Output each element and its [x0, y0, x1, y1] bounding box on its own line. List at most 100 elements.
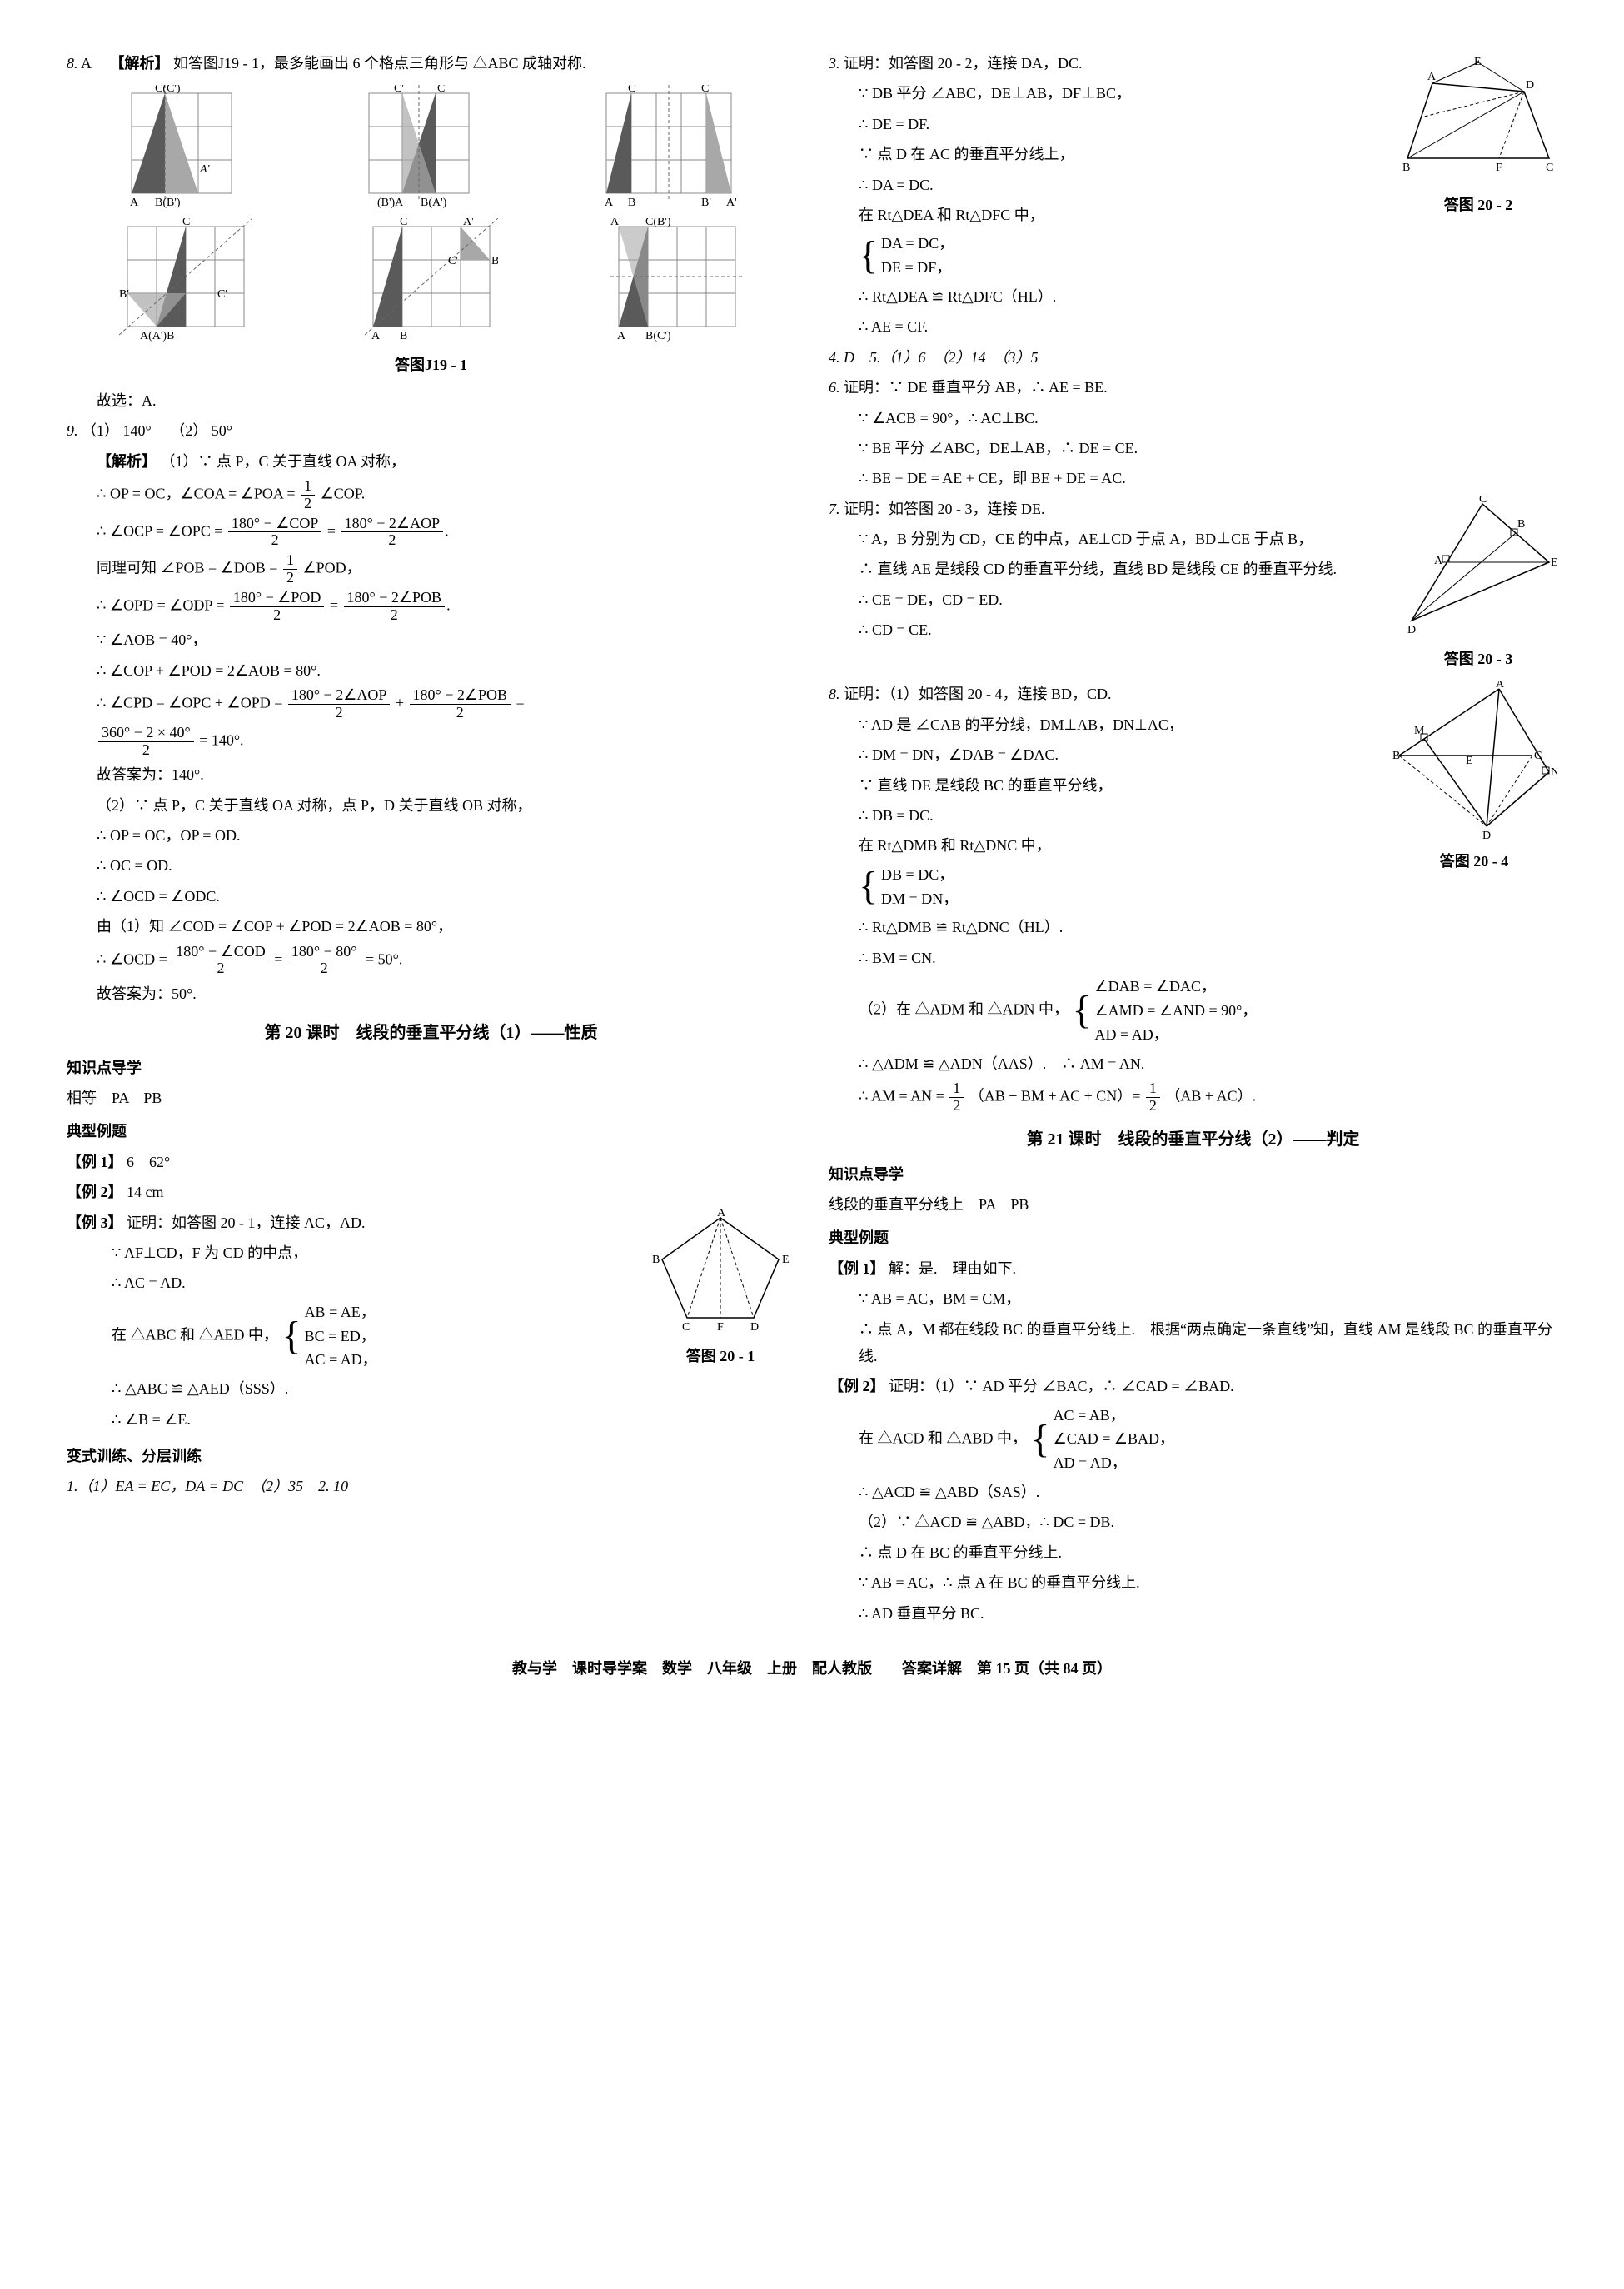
q4-5: 4. D 5.（1）6 （2）14 （3）5 [829, 344, 1557, 371]
q6-l1: ∵ ∠ACB = 90°，∴ AC⊥BC. [829, 405, 1557, 431]
svg-text:B': B' [119, 288, 129, 301]
q9-l10: （2）∵ 点 P，C 关于直线 OA 对称，点 P，D 关于直线 OB 对称， [67, 792, 795, 819]
ex1: 【例 1】 6 62° [67, 1149, 795, 1175]
grid-fig-1: A B(B') A' C(C') [123, 85, 240, 210]
fig-20-2: B C F A D E 答图 20 - 2 [1399, 50, 1557, 219]
ex1-21-l1: ∵ AB = AC，BM = CM， [829, 1285, 1557, 1312]
svg-text:B: B [1402, 162, 1410, 174]
svg-text:C': C' [217, 288, 227, 301]
svg-text:D: D [1482, 830, 1491, 839]
q6-l3: ∴ BE + DE = AE + CE，即 BE + DE = AC. [829, 465, 1557, 491]
svg-text:A': A' [463, 218, 474, 228]
q9-p1-label: （1） [82, 422, 119, 439]
variant-label: 变式训练、分层训练 [67, 1443, 795, 1469]
variant-1: 1.（1）EA = EC，DA = DC （2）35 2. 10 [67, 1473, 795, 1499]
svg-text:C: C [182, 218, 190, 228]
fig-20-4-caption: 答图 20 - 4 [1391, 848, 1557, 875]
svg-text:C: C [1546, 162, 1553, 174]
svg-text:C': C' [394, 85, 404, 95]
q8r-num: 8. [829, 686, 840, 702]
q9-l3: 同理可知 ∠POB = ∠DOB = 12 ∠POD， [67, 552, 795, 586]
grid-fig-6: A B(C') A' C(B') [610, 218, 744, 343]
lesson21-title: 第 21 课时 线段的垂直平分线（2）——判定 [829, 1125, 1557, 1154]
svg-text:C: C [437, 85, 445, 95]
svg-text:A: A [1434, 555, 1443, 567]
q9-l12: ∴ OC = OD. [67, 852, 795, 879]
knowledge-text-21: 线段的垂直平分线上 PA PB [829, 1191, 1557, 1218]
svg-text:E: E [1551, 556, 1557, 569]
svg-text:A: A [605, 197, 614, 209]
page-footer: 教与学 课时导学案 数学 八年级 上册 配人教版 答案详解 第 15 页（共 8… [67, 1655, 1557, 1682]
q9-l0: （1）∵ 点 P，C 关于直线 OA 对称， [161, 453, 406, 470]
q9-l13: ∴ ∠OCD = ∠ODC. [67, 883, 795, 910]
q9-analysis-start: 【解析】 （1）∵ 点 P，C 关于直线 OA 对称， [67, 448, 795, 475]
svg-text:A': A' [610, 218, 621, 228]
analysis-label: 【解析】 [110, 55, 170, 72]
lesson20-title: 第 20 课时 线段的垂直平分线（1）——性质 [67, 1018, 795, 1048]
knowledge-label-21: 知识点导学 [829, 1161, 1557, 1188]
ex1-21-start: 【例 1】 解：是. 理由如下. [829, 1255, 1557, 1282]
fig-20-4: A B C D M N E 答图 20 - 4 [1391, 681, 1557, 875]
svg-text:A: A [1496, 681, 1505, 691]
q9-l9: 故答案为：140°. [67, 761, 795, 788]
svg-text:C: C [400, 218, 407, 228]
grid-fig-2: (B')A B(A') C' C [361, 85, 477, 210]
svg-text:A: A [617, 330, 626, 342]
ex2-21-l1: 在 △ACD 和 △ABD 中， { AC = AB， ∠CAD = ∠BAD，… [829, 1404, 1557, 1475]
q9-l8: 360° − 2 × 40°2 = 140°. [67, 725, 795, 759]
q9-l11: ∴ OP = OC，OP = OD. [67, 822, 795, 849]
fig-row-2: A(A')B B' C C' AB C [67, 218, 795, 343]
fig-20-1-caption: 答图 20 - 1 [645, 1343, 795, 1369]
q8-num: 8. [67, 55, 78, 72]
q8-analysis: 如答图J19 - 1，最多能画出 6 个格点三角形与 △ABC 成轴对称. [173, 55, 586, 72]
svg-text:A(A')B: A(A')B [140, 330, 174, 342]
q6-start: 6. 证明：∵ DE 垂直平分 AB，∴ AE = BE. [829, 374, 1557, 401]
q8r-l8: （2）在 △ADM 和 △ADN 中， { ∠DAB = ∠DAC， ∠AMD … [829, 975, 1557, 1046]
fig-20-2-caption: 答图 20 - 2 [1399, 192, 1557, 218]
svg-text:B(A'): B(A') [421, 197, 447, 209]
q8-line: 8. A 【解析】 如答图J19 - 1，最多能画出 6 个格点三角形与 △AB… [67, 50, 795, 77]
q8-ans: A [81, 55, 91, 72]
q8r-l9: ∴ △ADM ≌ △ADN（AAS）. ∴ AM = AN. [829, 1050, 1557, 1077]
ex1-21-l2: ∴ 点 A，M 都在线段 BC 的垂直平分线上. 根据“两点确定一条直线”知，直… [829, 1316, 1557, 1370]
q9-p2-label: （2） [170, 422, 207, 439]
svg-text:A': A' [726, 197, 737, 209]
svg-text:D: D [1407, 624, 1416, 636]
svg-text:D: D [1526, 79, 1534, 92]
fig-row-1: A B(B') A' C(C') (B')A B [67, 85, 795, 210]
q3-brace: { DA = DC， DE = DF， [829, 232, 1557, 280]
q3-l6: ∴ Rt△DEA ≌ Rt△DFC（HL）. [829, 283, 1557, 310]
q9-p1-ans: 140° [123, 422, 152, 439]
q7-num: 7. [829, 501, 840, 517]
svg-text:B: B [652, 1254, 660, 1266]
ex2-21-l5: ∵ AB = AC，∴ 点 A 在 BC 的垂直平分线上. [829, 1569, 1557, 1596]
q8r-l10: ∴ AM = AN = 12 （AB − BM + AC + CN）= 12 （… [829, 1080, 1557, 1115]
q9-l7: ∴ ∠CPD = ∠OPC + ∠OPD = 180° − 2∠AOP2 + 1… [67, 687, 795, 721]
svg-text:B: B [628, 197, 635, 209]
ex3-l5: ∴ ∠B = ∠E. [67, 1406, 795, 1433]
q9-header: 9. （1） 140° （2） 50° [67, 417, 795, 444]
q9-l15: ∴ ∠OCD = 180° − ∠COD2 = 180° − 80°2 = 50… [67, 944, 795, 978]
q8r-l6: ∴ Rt△DMB ≌ Rt△DNC（HL）. [829, 914, 1557, 940]
fig-20-3-caption: 答图 20 - 3 [1399, 646, 1557, 672]
svg-text:C: C [1534, 750, 1542, 762]
q6-l2: ∵ BE 平分 ∠ABC，DE⊥AB，∴ DE = CE. [829, 435, 1557, 461]
svg-text:C(B'): C(B') [645, 218, 671, 228]
svg-text:B: B [1517, 518, 1525, 531]
svg-text:C: C [1479, 496, 1487, 506]
ex3-l4: ∴ △ABC ≌ △AED（SSS）. [67, 1375, 795, 1402]
svg-text:N: N [1551, 766, 1557, 779]
q9-p2-ans: 50° [212, 422, 232, 439]
fig-caption-j19: 答图J19 - 1 [67, 352, 795, 378]
q6-num: 6. [829, 379, 840, 396]
svg-text:B': B' [491, 255, 498, 267]
svg-text:E: E [1474, 56, 1482, 68]
q9-l5: ∵ ∠AOB = 40°， [67, 626, 795, 653]
svg-text:(B')A: (B')A [377, 197, 404, 209]
q9-l6: ∴ ∠COP + ∠POD = 2∠AOB = 80°. [67, 657, 795, 684]
examples-label: 典型例题 [67, 1118, 795, 1144]
q3-l7: ∴ AE = CF. [829, 313, 1557, 340]
ex2-21-l3: （2）∵ △ACD ≌ △ABD，∴ DC = DB. [829, 1509, 1557, 1535]
q9-num: 9. [67, 422, 78, 439]
ex2-21-l4: ∴ 点 D 在 BC 的垂直平分线上. [829, 1539, 1557, 1566]
